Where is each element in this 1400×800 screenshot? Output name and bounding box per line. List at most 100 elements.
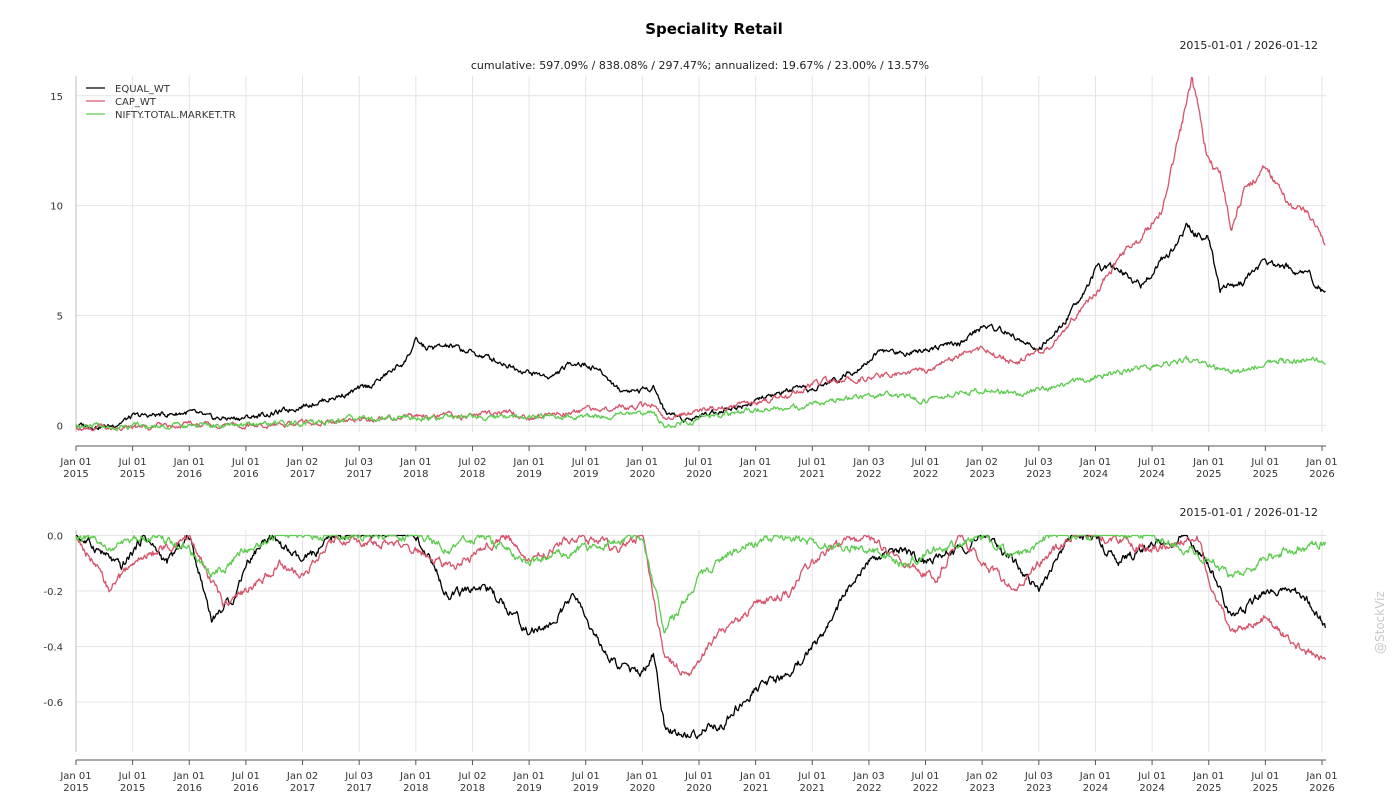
x-tick-year: 2015 [120, 783, 145, 794]
x-tick-label: Jan 01 [1079, 771, 1111, 782]
x-tick-label: Jan 03 [852, 457, 884, 468]
x-tick-label: Jan 01 [739, 457, 771, 468]
series-line-equal-wt [76, 534, 1327, 740]
x-tick-year: 2019 [516, 469, 541, 480]
x-tick-label: Jan 01 [399, 771, 431, 782]
x-tick-year: 2024 [1083, 783, 1108, 794]
x-tick-year: 2020 [686, 783, 711, 794]
series-line-cap-wt [75, 534, 1327, 677]
x-tick-year: 2016 [177, 783, 202, 794]
x-tick-label: Jan 01 [1305, 771, 1337, 782]
x-tick-year: 2025 [1196, 469, 1221, 480]
bottom-date-range: 2015-01-01 / 2026-01-12 [1179, 506, 1318, 519]
x-tick-label: Jan 01 [626, 457, 658, 468]
x-tick-label: Jul 01 [684, 457, 713, 468]
x-tick-year: 2020 [686, 469, 711, 480]
x-tick-label: Jan 02 [966, 771, 998, 782]
x-tick-label: Jul 01 [797, 771, 826, 782]
series-line-nifty-total-market-tr [75, 355, 1326, 432]
top-date-range: 2015-01-01 / 2026-01-12 [1179, 39, 1318, 52]
y-tick-label: -0.2 [43, 587, 63, 598]
x-tick-year: 2015 [120, 469, 145, 480]
series-line-equal-wt [75, 222, 1326, 431]
legend-label: EQUAL_WT [115, 84, 171, 95]
x-tick-year: 2021 [800, 469, 825, 480]
x-tick-year: 2024 [1139, 469, 1164, 480]
x-tick-year: 2016 [233, 469, 258, 480]
x-tick-year: 2026 [1309, 783, 1334, 794]
x-tick-label: Jul 01 [118, 457, 147, 468]
x-tick-label: Jul 01 [571, 771, 600, 782]
x-tick-year: 2019 [516, 783, 541, 794]
x-tick-label: Jul 01 [1137, 771, 1166, 782]
x-tick-label: Jan 01 [1192, 457, 1224, 468]
x-tick-year: 2021 [743, 469, 768, 480]
series-line-cap-wt [75, 77, 1326, 432]
legend-label: CAP_WT [115, 97, 157, 108]
x-tick-label: Jan 01 [512, 457, 544, 468]
x-tick-label: Jan 01 [512, 771, 544, 782]
x-tick-year: 2017 [290, 783, 315, 794]
series-line-nifty-total-market-tr [75, 534, 1327, 634]
chart-subtitle: cumulative: 597.09% / 838.08% / 297.47%;… [471, 59, 929, 72]
x-tick-label: Jan 01 [1079, 457, 1111, 468]
y-tick-label: 0.0 [47, 532, 63, 543]
x-tick-label: Jan 01 [173, 457, 205, 468]
y-tick-label: -0.4 [43, 643, 63, 654]
y-tick-label: 0 [57, 421, 63, 432]
y-tick-label: 10 [50, 202, 63, 213]
x-tick-label: Jul 01 [1137, 457, 1166, 468]
x-tick-label: Jan 01 [1192, 771, 1224, 782]
x-tick-label: Jul 01 [684, 771, 713, 782]
x-tick-label: Jul 03 [1024, 771, 1053, 782]
x-tick-year: 2017 [346, 469, 371, 480]
x-tick-label: Jul 01 [1250, 771, 1279, 782]
x-tick-year: 2023 [1026, 469, 1051, 480]
x-tick-year: 2021 [743, 783, 768, 794]
x-tick-year: 2024 [1083, 469, 1108, 480]
x-tick-label: Jul 01 [797, 457, 826, 468]
x-tick-year: 2025 [1253, 469, 1278, 480]
x-tick-label: Jul 01 [118, 771, 147, 782]
y-tick-label: -0.6 [43, 698, 63, 709]
x-tick-year: 2020 [630, 469, 655, 480]
x-tick-label: Jan 03 [852, 771, 884, 782]
x-tick-year: 2026 [1309, 469, 1334, 480]
x-tick-year: 2016 [177, 469, 202, 480]
x-tick-year: 2018 [460, 469, 485, 480]
x-tick-year: 2020 [630, 783, 655, 794]
x-tick-label: Jul 03 [344, 457, 373, 468]
x-tick-year: 2018 [403, 469, 428, 480]
x-tick-year: 2015 [63, 469, 88, 480]
x-tick-year: 2017 [346, 783, 371, 794]
x-tick-label: Jan 02 [966, 457, 998, 468]
y-tick-label: 5 [57, 312, 63, 323]
x-tick-year: 2025 [1196, 783, 1221, 794]
x-tick-label: Jan 01 [626, 771, 658, 782]
x-tick-year: 2019 [573, 469, 598, 480]
x-tick-label: Jan 01 [59, 771, 91, 782]
y-tick-label: 15 [50, 92, 63, 103]
x-tick-label: Jan 02 [286, 771, 318, 782]
x-tick-label: Jul 01 [571, 457, 600, 468]
x-tick-label: Jan 01 [399, 457, 431, 468]
legend-label: NIFTY.TOTAL.MARKET.TR [115, 110, 236, 121]
x-tick-label: Jan 01 [173, 771, 205, 782]
x-tick-label: Jul 03 [344, 771, 373, 782]
x-tick-label: Jul 01 [231, 457, 260, 468]
x-tick-label: Jul 01 [1250, 457, 1279, 468]
x-tick-year: 2022 [856, 783, 881, 794]
x-tick-year: 2017 [290, 469, 315, 480]
chart-title: Speciality Retail [645, 20, 783, 38]
x-tick-year: 2023 [969, 469, 994, 480]
x-tick-year: 2022 [913, 783, 938, 794]
x-tick-label: Jul 01 [231, 771, 260, 782]
x-tick-year: 2023 [969, 783, 994, 794]
x-tick-year: 2025 [1253, 783, 1278, 794]
x-tick-label: Jan 01 [739, 771, 771, 782]
x-tick-year: 2016 [233, 783, 258, 794]
x-tick-year: 2022 [856, 469, 881, 480]
